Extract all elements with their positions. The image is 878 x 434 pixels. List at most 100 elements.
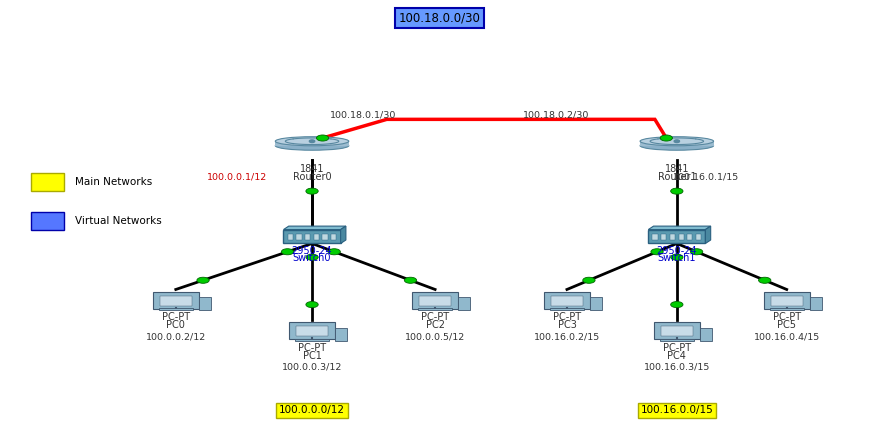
FancyBboxPatch shape [159,309,192,310]
Circle shape [670,188,682,194]
Text: 1841: 1841 [299,164,324,174]
Text: PC-PT: PC-PT [298,343,326,353]
Text: 100.18.0.2/30: 100.18.0.2/30 [522,110,589,119]
FancyBboxPatch shape [419,296,450,306]
FancyBboxPatch shape [296,234,301,240]
FancyBboxPatch shape [543,292,589,309]
FancyBboxPatch shape [457,297,470,310]
FancyBboxPatch shape [678,234,683,240]
FancyBboxPatch shape [322,234,327,240]
FancyBboxPatch shape [651,234,657,240]
Circle shape [306,254,318,260]
Text: PC5: PC5 [776,320,795,330]
Polygon shape [340,226,345,243]
Text: PC-PT: PC-PT [162,312,190,322]
Polygon shape [648,226,709,230]
Text: Switch1: Switch1 [657,253,695,263]
FancyBboxPatch shape [153,292,198,309]
Text: PC-PT: PC-PT [772,312,800,322]
Text: 100.16.0.0/15: 100.16.0.0/15 [640,405,712,415]
Text: 100.0.0.1/12: 100.0.0.1/12 [206,173,267,182]
Circle shape [670,254,682,260]
FancyBboxPatch shape [660,234,666,240]
FancyBboxPatch shape [31,212,64,230]
Text: Switch0: Switch0 [292,253,331,263]
Text: PC2: PC2 [425,320,444,330]
FancyBboxPatch shape [295,339,328,341]
Text: PC-PT: PC-PT [421,312,449,322]
Text: 100.18.0.1/30: 100.18.0.1/30 [329,110,396,119]
Text: 1841: 1841 [664,164,688,174]
FancyBboxPatch shape [769,309,802,310]
Text: 100.0.0.5/12: 100.0.0.5/12 [405,332,464,341]
Circle shape [758,277,770,283]
Text: PC-PT: PC-PT [552,312,580,322]
Text: Router1: Router1 [657,172,695,182]
FancyBboxPatch shape [660,326,692,336]
Text: Main Networks: Main Networks [75,177,152,187]
FancyBboxPatch shape [31,173,64,191]
FancyBboxPatch shape [305,234,310,240]
FancyBboxPatch shape [313,234,319,240]
Text: 100.16.0.4/15: 100.16.0.4/15 [752,332,819,341]
Ellipse shape [275,137,349,146]
Text: 2950-24: 2950-24 [656,246,696,256]
Circle shape [316,135,328,141]
FancyBboxPatch shape [639,141,713,146]
Text: PC3: PC3 [557,320,576,330]
Text: Virtual Networks: Virtual Networks [75,216,162,226]
FancyBboxPatch shape [287,234,292,240]
Text: Router0: Router0 [292,172,331,182]
FancyBboxPatch shape [160,296,191,306]
FancyBboxPatch shape [669,234,674,240]
Circle shape [582,277,594,283]
Circle shape [659,135,672,141]
FancyBboxPatch shape [699,328,711,341]
FancyBboxPatch shape [809,297,821,310]
FancyBboxPatch shape [550,309,583,310]
FancyBboxPatch shape [659,339,693,341]
FancyBboxPatch shape [198,297,211,310]
Circle shape [306,302,318,308]
Circle shape [309,140,314,142]
FancyBboxPatch shape [418,309,451,310]
FancyBboxPatch shape [296,326,327,336]
FancyBboxPatch shape [687,234,692,240]
Ellipse shape [275,141,349,150]
Circle shape [281,249,293,255]
FancyBboxPatch shape [289,322,335,339]
Circle shape [689,249,702,255]
FancyBboxPatch shape [412,292,457,309]
Text: 100.16.0.3/15: 100.16.0.3/15 [643,362,709,372]
Text: 100.16.0.2/15: 100.16.0.2/15 [533,332,600,341]
Text: 100.18.0.0/30: 100.18.0.0/30 [398,12,480,25]
FancyBboxPatch shape [283,230,341,243]
Text: PC0: PC0 [166,320,185,330]
FancyBboxPatch shape [648,230,704,243]
Ellipse shape [639,137,713,146]
FancyBboxPatch shape [653,322,699,339]
Text: PC4: PC4 [666,351,686,361]
FancyBboxPatch shape [695,234,701,240]
FancyBboxPatch shape [551,296,582,306]
Circle shape [650,249,663,255]
Text: PC1: PC1 [302,351,321,361]
Text: 100.16.0.1/15: 100.16.0.1/15 [672,173,738,182]
Ellipse shape [639,141,713,150]
FancyBboxPatch shape [275,141,349,146]
FancyBboxPatch shape [770,296,802,306]
FancyBboxPatch shape [335,328,347,341]
Circle shape [327,249,340,255]
Polygon shape [704,226,709,243]
Circle shape [670,302,682,308]
FancyBboxPatch shape [763,292,809,309]
Circle shape [306,188,318,194]
Circle shape [404,277,416,283]
Text: 2950-24: 2950-24 [291,246,332,256]
Circle shape [197,277,209,283]
FancyBboxPatch shape [589,297,601,310]
Text: 100.0.0.3/12: 100.0.0.3/12 [282,362,342,372]
Text: 100.0.0.2/12: 100.0.0.2/12 [146,332,205,341]
Circle shape [673,140,679,142]
Text: 100.0.0.0/12: 100.0.0.0/12 [278,405,345,415]
